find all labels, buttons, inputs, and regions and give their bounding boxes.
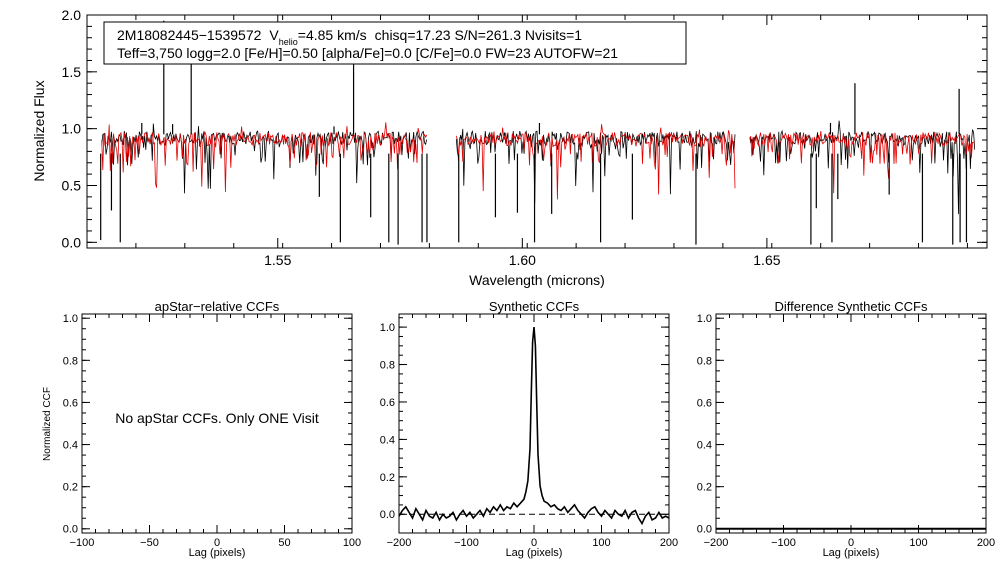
spectrum-observed-chip-3 — [749, 120, 976, 215]
x-tick-label: 0 — [214, 537, 220, 549]
y-tick-label: 0.6 — [380, 397, 395, 409]
spectrum-model-chip-2 — [455, 124, 736, 204]
difference-ccf-frame — [715, 313, 987, 534]
x-tick-label: −200 — [387, 537, 412, 549]
y-tick-label: 0.2 — [380, 472, 395, 484]
synthetic-ccf-frame — [398, 313, 670, 534]
fit-stats: chisq=17.23 S/N=261.3 Nvisits=1 — [375, 27, 583, 43]
y-tick-label: 0.6 — [63, 397, 78, 409]
y-tick-label: 0.4 — [697, 440, 712, 452]
x-tick-label: −200 — [704, 537, 729, 549]
vhelio-subscript: helio — [279, 37, 298, 47]
y-tick-label: 0.4 — [380, 434, 395, 446]
y-tick-label: 2.0 — [62, 7, 82, 23]
spectrum-x-label: Wavelength (microns) — [469, 272, 605, 288]
apstar-ccf-y-label: Normalized CCF — [42, 387, 53, 461]
y-tick-label: 1.0 — [380, 322, 395, 334]
difference-ccf-panel: Difference Synthetic CCFs −200 −100 0 100 20… — [697, 299, 995, 559]
no-ccf-message: No apStar CCFs. Only ONE Visit — [115, 410, 319, 426]
y-tick-label: 0.8 — [380, 359, 395, 371]
y-tick-label: 0.0 — [697, 524, 712, 536]
x-tick-label: −50 — [140, 537, 159, 549]
synthetic-ccf-traces — [398, 327, 670, 526]
y-tick-label: 0.0 — [62, 234, 82, 250]
spectrum-model-chip-1 — [101, 122, 428, 193]
x-tick-label: 100 — [592, 537, 610, 549]
y-tick-label: 1.5 — [62, 64, 82, 80]
synthetic-ccf-title: Synthetic CCFs — [489, 299, 580, 314]
info-box — [103, 21, 687, 65]
synthetic-ccf-line — [398, 327, 670, 526]
x-tick-label: −100 — [70, 537, 95, 549]
y-tick-label: 0.2 — [63, 482, 78, 494]
info-line-1: 2M18082445−1539572 Vhelio=4.85 km/s chisq=… — [117, 27, 582, 47]
x-tick-label: −100 — [771, 537, 796, 549]
y-tick-label: 0.0 — [63, 524, 78, 536]
difference-ccf-x-label: Lag (pixels) — [823, 547, 880, 559]
stellar-params: Teff=3,750 logg=2.0 [Fe/H]=0.50 [alpha/F… — [117, 45, 618, 61]
y-tick-label: 0.6 — [697, 397, 712, 409]
vhelio-value: =4.85 km/s — [298, 27, 367, 43]
y-tick-label: 0.2 — [697, 482, 712, 494]
apstar-ccf-panel: apStar−relative CCFs −100 −50 0 50 100 0.0 0.2… — [42, 299, 361, 559]
x-tick-label: 0 — [848, 537, 854, 549]
y-tick-label: 1.0 — [697, 313, 712, 325]
spectrum-traces — [100, 20, 976, 245]
y-tick-label: 1.0 — [62, 121, 82, 137]
spectrum-axes-frame — [86, 14, 988, 249]
apstar-ccf-x-label: Lag (pixels) — [189, 547, 246, 559]
x-tick-label: 50 — [278, 537, 290, 549]
y-tick-label: 0.4 — [63, 440, 78, 452]
spectrum-y-label: Normalized Flux — [31, 80, 47, 181]
y-tick-label: 0.0 — [380, 509, 395, 521]
x-tick-label: 0 — [531, 537, 537, 549]
x-tick-label: −100 — [454, 537, 479, 549]
y-tick-label: 1.0 — [63, 313, 78, 325]
vhelio-symbol: V — [269, 27, 279, 43]
y-tick-label: 0.8 — [63, 355, 78, 367]
apstar-ccf-title: apStar−relative CCFs — [155, 299, 280, 314]
spectrum-ticks: 1.55 1.60 1.65 0.0 0.5 1.0 1.5 2.0 — [62, 7, 987, 268]
x-tick-label: 1.65 — [753, 252, 780, 268]
star-id: 2M18082445−1539572 — [117, 27, 262, 43]
apstar-ccf-ticks: −100 −50 0 50 100 0.0 0.2 0.4 0.6 0.8 1.0 — [63, 313, 361, 549]
spectrum-model-chip-3 — [749, 130, 975, 194]
synthetic-ccf-panel: Synthetic CCFs −200 −100 0 100 200 0.0 0.2 0.4 0… — [380, 299, 678, 559]
x-tick-label: 1.60 — [509, 252, 536, 268]
synthetic-ccf-x-label: Lag (pixels) — [506, 547, 563, 559]
x-tick-label: 100 — [343, 537, 361, 549]
x-tick-label: 200 — [660, 537, 678, 549]
y-tick-label: 0.8 — [697, 355, 712, 367]
difference-ccf-title: Difference Synthetic CCFs — [775, 299, 928, 314]
x-tick-label: 1.55 — [264, 252, 291, 268]
x-tick-label: 100 — [909, 537, 927, 549]
difference-ccf-ticks: −200 −100 0 100 200 0.0 0.2 0.4 0.6 0.8 1.0 — [697, 313, 995, 549]
spectrum-panel: 1.55 1.60 1.65 0.0 0.5 1.0 1.5 2.0 2M18082445−1… — [31, 7, 988, 288]
y-tick-label: 0.5 — [62, 178, 82, 194]
x-tick-label: 200 — [977, 537, 995, 549]
synthetic-ccf-ticks: −200 −100 0 100 200 0.0 0.2 0.4 0.6 0.8 1.0 — [380, 314, 678, 549]
spectrum-observed-chip-1 — [101, 123, 428, 194]
